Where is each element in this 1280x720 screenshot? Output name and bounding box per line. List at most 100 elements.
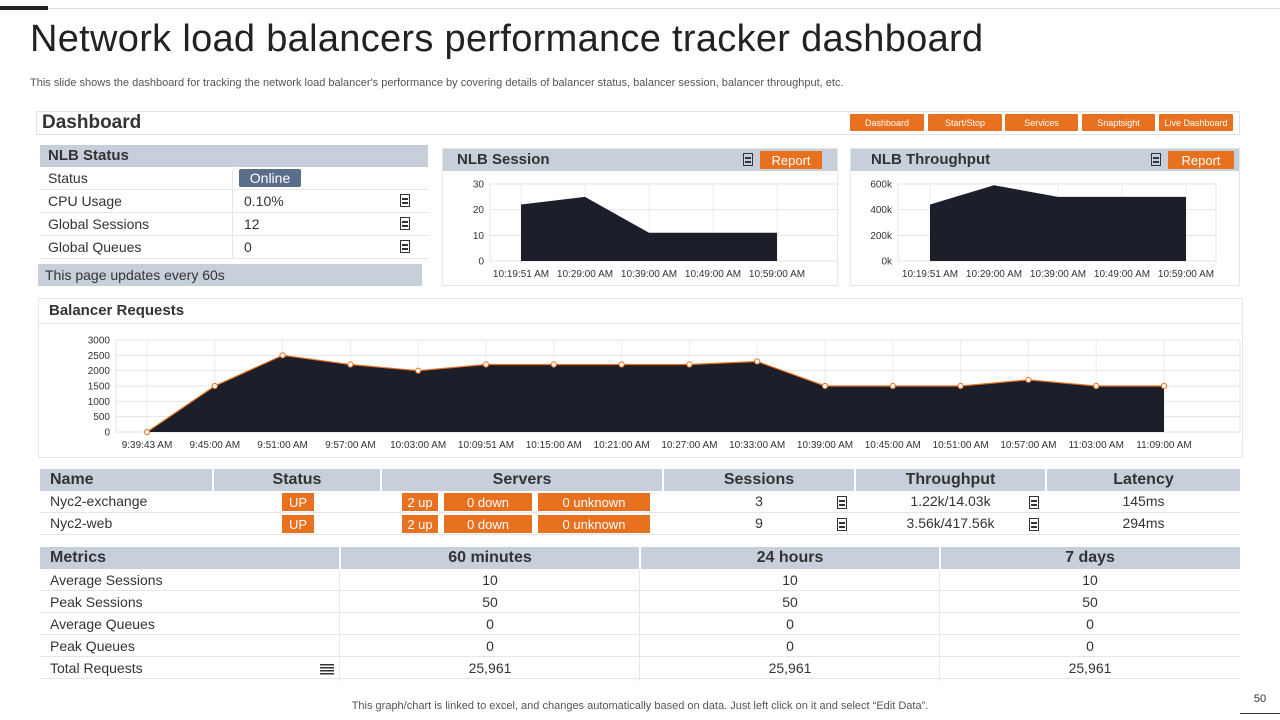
- nlb-throughput-report-button[interactable]: Report: [1168, 151, 1234, 169]
- global-sessions-label: Global Sessions: [48, 216, 150, 232]
- col-throughput-header: Throughput: [905, 471, 996, 488]
- servers-down-badge: 0 down: [444, 515, 532, 533]
- x-tick-label: 10:51:00 AM: [933, 440, 989, 451]
- balancer-requests-panel: Balancer Requests: [38, 298, 1243, 458]
- server-latency: 145ms: [1122, 493, 1165, 509]
- data-point: [482, 361, 490, 368]
- data-point: [618, 361, 625, 368]
- x-tick-label: 10:19:51 AM: [493, 269, 549, 280]
- data-point: [754, 358, 761, 365]
- server-name: Nyc2-exchange: [50, 493, 148, 509]
- list-icon[interactable]: [400, 240, 410, 253]
- list-icon[interactable]: [837, 496, 847, 509]
- metrics-table: Metrics 60 minutes 24 hours 7 days Avera…: [40, 547, 1240, 681]
- x-tick-label: 10:29:00 AM: [966, 269, 1022, 280]
- x-tick-label: 10:57:00 AM: [1000, 440, 1056, 451]
- servers-down-badge: 0 down: [444, 493, 532, 511]
- x-tick-label: 11:09:00 AM: [1136, 440, 1191, 451]
- list-icon[interactable]: [400, 217, 410, 230]
- y-tick-label: 0: [478, 257, 484, 268]
- x-tick-label: 10:09:51 AM: [458, 440, 514, 451]
- nlb-session-chart: 0 10 20 30 10:19:51 AM 10:29:00 AM 10:39:00 AM…: [473, 180, 838, 280]
- nav-services-button[interactable]: Services: [1005, 114, 1078, 131]
- nav-snaptsight-button[interactable]: Snaptsight: [1082, 114, 1155, 131]
- cpu-usage-label: CPU Usage: [48, 193, 122, 209]
- list-icon[interactable]: [1029, 518, 1039, 531]
- metric-value: 0: [1086, 638, 1094, 654]
- col-sessions-header: Sessions: [723, 471, 795, 488]
- page-number-underline: [1240, 713, 1280, 714]
- dashboard-header: [36, 111, 1240, 135]
- data-point: [1160, 382, 1168, 390]
- y-tick-label: 1500: [88, 382, 111, 393]
- metric-label: Total Requests: [50, 660, 143, 676]
- col-60-minutes-header: 60 minutes: [448, 549, 532, 566]
- y-tick-label: 10: [473, 231, 485, 242]
- cpu-usage-row: CPU Usage 0.10%: [40, 190, 428, 213]
- y-tick-label: 2000: [88, 366, 111, 377]
- nlb-throughput-panel: NLB Throughput Report: [850, 148, 1240, 286]
- data-point: [686, 361, 693, 368]
- server-status-badge: UP: [282, 493, 314, 511]
- global-queues-row: Global Queues 0: [40, 236, 428, 259]
- servers-unknown-badge: 0 unknown: [538, 493, 650, 511]
- status-badge: Online: [239, 169, 301, 187]
- metrics-header: Metrics: [50, 549, 107, 566]
- metric-value: 50: [782, 594, 798, 610]
- server-sessions: 3: [755, 493, 763, 509]
- data-point: [1093, 382, 1100, 390]
- data-point: [550, 361, 557, 368]
- x-tick-label: 10:33:00 AM: [729, 440, 785, 451]
- nlb-session-title: NLB Session: [457, 151, 550, 168]
- x-tick-label: 10:59:00 AM: [1158, 269, 1214, 280]
- data-point: [347, 361, 354, 368]
- list-icon[interactable]: [1029, 496, 1039, 509]
- menu-lines-icon[interactable]: [320, 662, 334, 675]
- table-row: Average Sessions 10 10 10: [40, 569, 1240, 591]
- col-name-header: Name: [50, 471, 94, 488]
- servers-table-header: [40, 469, 1240, 491]
- col-status-header: Status: [272, 471, 322, 488]
- nlb-throughput-chart: 0k 200k 400k 600k 10:19:51 AM 10:29:00 AM 10:3…: [870, 180, 1217, 280]
- data-point: [279, 352, 286, 359]
- x-tick-label: 9:51:00 AM: [257, 440, 308, 451]
- nav-dashboard-button[interactable]: Dashboard: [850, 114, 924, 131]
- table-row: Total Requests 25,961 25,961 25,961: [40, 657, 1240, 679]
- metric-value: 25,961: [768, 660, 812, 676]
- table-row: Nyc2-exchange UP 2 up 0 down 0 unknown 3…: [40, 491, 1240, 513]
- nav-start-stop-button[interactable]: Start/Stop: [928, 114, 1002, 131]
- y-tick-label: 400k: [870, 205, 893, 216]
- x-tick-label: 10:39:00 AM: [797, 440, 853, 451]
- nav-live-dashboard-button[interactable]: Live Dashboard: [1159, 114, 1233, 131]
- list-icon[interactable]: [837, 518, 847, 531]
- balancer-requests-title: Balancer Requests: [49, 302, 185, 319]
- y-tick-label: 1000: [88, 397, 111, 408]
- status-label: Status: [48, 170, 88, 186]
- global-sessions-value: 12: [244, 216, 260, 232]
- area-series: [521, 196, 777, 261]
- y-tick-label: 20: [473, 205, 485, 216]
- list-icon[interactable]: [400, 194, 410, 207]
- metric-value: 50: [1082, 594, 1098, 610]
- y-tick-label: 600k: [870, 180, 893, 191]
- x-tick-label: 9:39:43 AM: [122, 440, 173, 451]
- nlb-session-header: NLB Session Report: [443, 149, 837, 171]
- data-point: [415, 367, 422, 374]
- metric-value: 0: [486, 616, 494, 632]
- server-throughput: 3.56k/417.56k: [906, 515, 995, 531]
- x-tick-label: 10:03:00 AM: [390, 440, 446, 451]
- list-icon[interactable]: [1151, 153, 1161, 166]
- metric-value: 0: [486, 638, 494, 654]
- list-icon[interactable]: [743, 153, 753, 166]
- title-divider: [48, 8, 1280, 9]
- y-tick-label: 3000: [88, 336, 111, 347]
- update-note: This page updates every 60s: [38, 264, 422, 286]
- cpu-usage-value: 0.10%: [244, 193, 284, 209]
- metric-value: 25,961: [468, 660, 512, 676]
- nlb-status-title: NLB Status: [48, 147, 129, 164]
- nlb-session-report-button[interactable]: Report: [760, 151, 822, 169]
- data-point: [1025, 376, 1032, 383]
- server-sessions: 9: [755, 515, 763, 531]
- metric-label: Average Sessions: [50, 572, 163, 588]
- metric-label: Average Queues: [50, 616, 155, 632]
